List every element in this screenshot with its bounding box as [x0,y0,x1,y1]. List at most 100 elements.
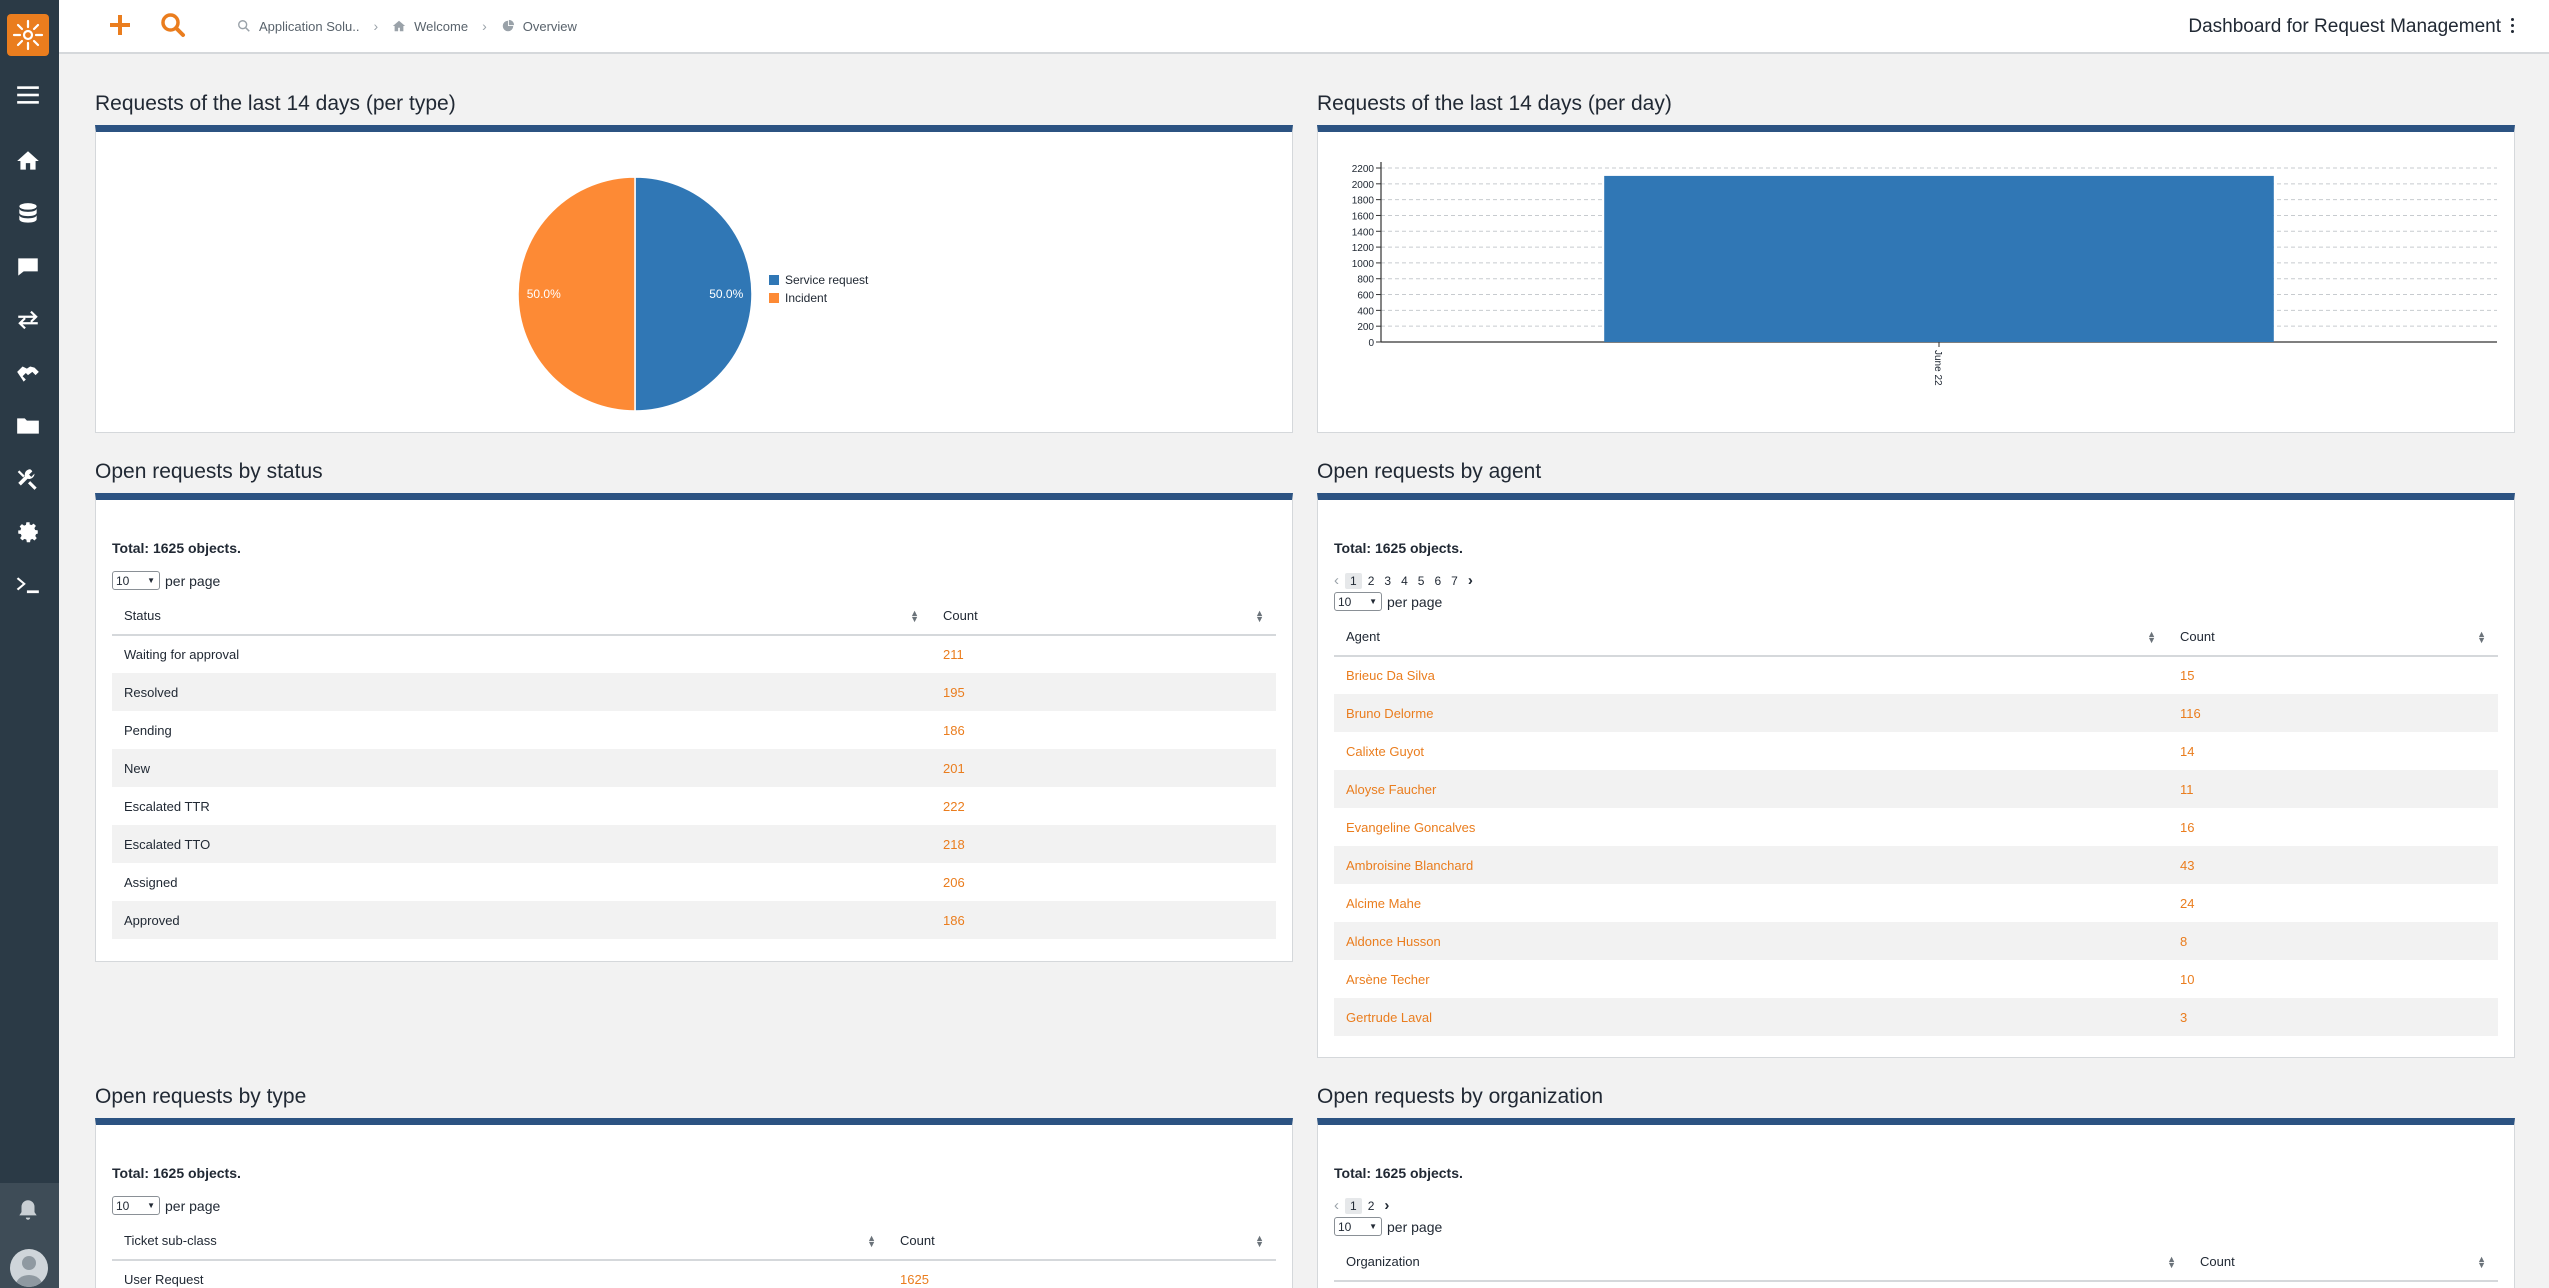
x-tick-label: June 22 [1932,350,1943,386]
pager-page[interactable]: 2 [1367,573,1375,588]
table-row: Brieuc Da Silva 15 [1334,656,2498,694]
cell-name-link[interactable]: Bruno Delorme [1334,694,2168,732]
cell-name-link[interactable]: Brieuc Da Silva [1346,668,1435,683]
more-options-icon[interactable] [2511,18,2515,36]
agent-table: Agent ▲ ▼ Count ▲ ▼ Brieuc Da Silva 15 Bruno D… [1334,618,2498,1036]
pager-page[interactable]: 6 [1434,573,1442,588]
table-row: Gertrude Laval 3 [1334,998,2498,1036]
pager-page[interactable]: 1 [1345,572,1362,589]
column-header-count[interactable]: Count ▲ ▼ [2188,1243,2498,1282]
column-header-ticket-subclass[interactable]: Ticket sub-class ▲ ▼ [112,1222,888,1261]
pager-prev-icon[interactable]: ‹ [1334,1197,1339,1214]
database-icon[interactable] [13,199,43,229]
legend-swatch [769,275,779,285]
cell-count-link[interactable]: 10 [2180,971,2195,987]
menu-icon[interactable] [13,80,43,110]
cell-count-link[interactable]: 116 [2168,694,2498,732]
breadcrumb-item-app-solution[interactable]: Application Solu.. [237,19,359,34]
column-header-agent[interactable]: Agent ▲ ▼ [1334,618,2168,657]
per-page-select[interactable]: 10 ▼ [112,1196,160,1215]
pager-next-icon[interactable]: › [1467,572,1473,589]
cell-count-link[interactable]: 211 [943,647,964,662]
cell-count-link[interactable]: 195 [931,673,1276,711]
breadcrumb-label: Welcome [414,18,469,34]
terminal-icon[interactable] [13,570,43,600]
transfer-icon[interactable] [13,305,43,335]
table-row: Approved 186 [112,901,1276,939]
column-header-status[interactable]: Status ▲ ▼ [112,597,931,636]
avatar[interactable] [10,1249,48,1287]
cell-count-link[interactable]: 1625 [900,1272,929,1287]
total-count: Total: 1625 objects. [112,1165,241,1181]
table-row: Escalated TTO 218 [112,825,1276,863]
cell-count-link[interactable]: 3 [2168,998,2498,1036]
cell-name: Escalated TTR [124,798,210,814]
breadcrumb-item-overview[interactable]: Overview [501,19,577,34]
column-header-count[interactable]: Count ▲ ▼ [2168,618,2498,657]
folder-icon[interactable] [13,411,43,441]
cell-count-link[interactable]: 206 [943,874,965,890]
cell-name-link[interactable]: Arsène Techer [1346,971,1430,987]
home-icon[interactable] [13,146,43,176]
pie-slice[interactable] [517,176,636,412]
cell-count-link[interactable]: 222 [943,798,965,814]
cell-name: Waiting for approval [124,647,240,662]
table-row: User Request 1625 [112,1260,1276,1288]
per-page-select[interactable]: 10 ▼ [1334,592,1382,611]
cell-count-link[interactable]: 186 [943,722,965,738]
column-header-count[interactable]: Count ▲ ▼ [888,1222,1276,1261]
panel-by-status: Total: 1625 objects. 10 ▼ per page Status… [95,493,1293,962]
column-header-count[interactable]: Count ▲ ▼ [931,597,1276,636]
y-tick-label: 1200 [1352,243,1375,254]
table-row: Resolved 195 [112,673,1276,711]
column-header-organization[interactable]: Organization ▲ ▼ [1334,1243,2188,1282]
add-icon[interactable] [105,10,135,40]
breadcrumb-label: Application Solu.. [259,18,360,34]
pager-page[interactable]: 7 [1451,573,1458,588]
cell-count-link[interactable]: 24 [2180,895,2195,911]
tools-icon[interactable] [13,464,43,494]
panel-title-by-status: Open requests by status [95,460,323,483]
cell-count-link[interactable]: 14 [2180,743,2195,759]
cell-name-link[interactable]: Calixte Guyot [1346,743,1425,759]
search-icon[interactable] [158,10,188,40]
pager-page[interactable]: 3 [1384,573,1392,588]
bar[interactable] [1604,175,2274,342]
pager-page[interactable]: 4 [1401,573,1408,588]
cell-name-link[interactable]: Ambroisine Blanchard [1334,846,2168,884]
cell-count-link[interactable]: 201 [931,749,1276,787]
cell-count-link[interactable]: 16 [2180,819,2195,835]
cell-count-link[interactable]: 218 [931,825,1276,863]
sidebar-footer [0,1183,59,1288]
pager-page[interactable]: 1 [1345,1197,1362,1214]
sort-icon: ▲ ▼ [2477,629,2486,645]
cell-count-link[interactable]: 11 [2168,770,2498,808]
table-row: Escalated TTR 222 [112,787,1276,825]
cell-count-link[interactable]: 8 [2168,922,2498,960]
gear-icon[interactable] [13,517,43,547]
cell-name-link[interactable]: Evangeline Goncalves [1346,819,1476,835]
pager-prev-icon[interactable]: ‹ [1334,572,1339,589]
pager-page[interactable]: 5 [1417,573,1425,588]
cell-count-link[interactable]: 186 [931,901,1276,939]
per-page-select[interactable]: 10 ▼ [1334,1217,1382,1236]
cell-name-link[interactable]: Aldonce Husson [1334,922,2168,960]
cell-name-link[interactable]: Aloyse Faucher [1334,770,2168,808]
total-count: Total: 1625 objects. [1334,540,1463,556]
pager-page[interactable]: 2 [1367,1198,1375,1213]
bell-icon[interactable] [13,1195,43,1225]
handshake-icon[interactable] [13,358,43,388]
per-page-select[interactable]: 10 ▼ [112,571,160,590]
sort-icon: ▲ ▼ [1255,608,1264,624]
chat-icon[interactable] [13,252,43,282]
total-count: Total: 1625 objects. [1334,1165,1463,1181]
app-logo[interactable] [7,14,49,56]
pie-slice[interactable] [634,176,753,412]
pager-next-icon[interactable]: › [1384,1197,1390,1214]
cell-count-link[interactable]: 43 [2168,846,2498,884]
cell-count-link[interactable]: 15 [2180,668,2195,683]
per-page-control: 10 ▼ per page [1334,1217,1442,1236]
cell-name-link[interactable]: Alcime Mahe [1346,895,1422,911]
breadcrumb-item-welcome[interactable]: Welcome [392,19,468,34]
cell-name-link[interactable]: Gertrude Laval [1334,998,2168,1036]
